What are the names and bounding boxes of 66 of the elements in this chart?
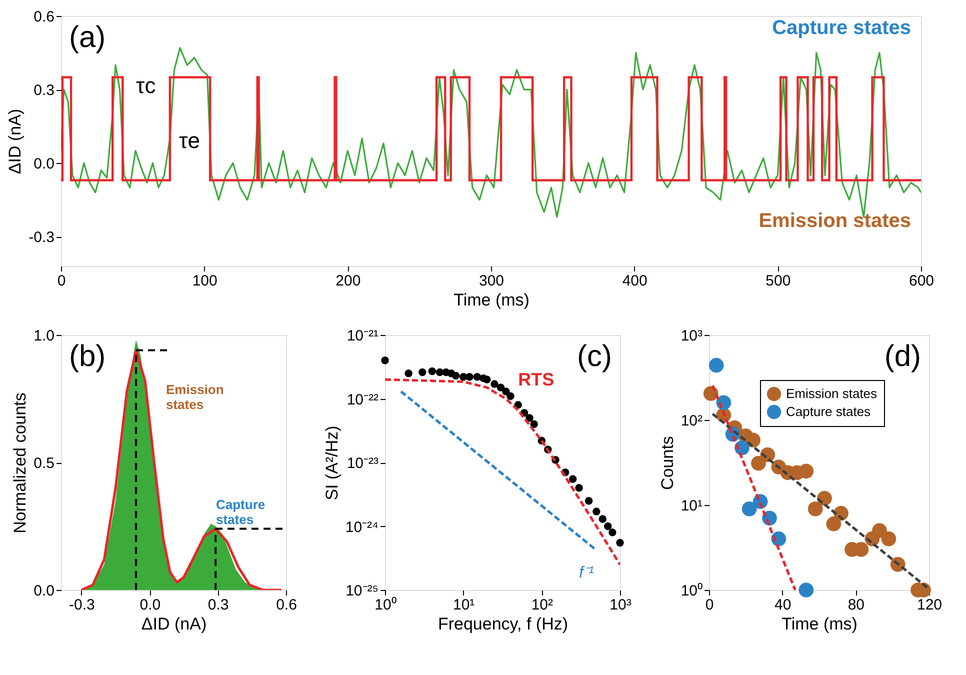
- x-tick-label: 300: [478, 272, 504, 290]
- y-tick-label: 10⁻²⁵: [346, 582, 378, 600]
- legend-label: Emission states: [786, 386, 878, 401]
- x-tick-label: 10¹: [452, 596, 475, 614]
- y-axis-title: SI (A²/Hz): [322, 426, 342, 500]
- y-tick-label: 10⁻²³: [346, 455, 378, 472]
- point: [881, 531, 896, 546]
- y-tick-label: 0.0: [34, 582, 54, 600]
- x-tick-label: 100: [192, 272, 218, 290]
- series-label: RTS: [518, 369, 554, 390]
- y-tick-label: 0.0: [34, 156, 54, 173]
- annotation: Capture states: [216, 497, 266, 527]
- x-tick-label: 0.0: [140, 596, 161, 614]
- x-tick-label: -0.3: [69, 596, 95, 614]
- annotation: (b): [69, 340, 106, 373]
- annotation: τe: [179, 128, 200, 153]
- y-tick-label: 10⁻²²: [346, 391, 378, 408]
- annotation: (c): [577, 340, 612, 373]
- x-tick-label: 10⁰: [374, 596, 396, 614]
- point: [742, 501, 757, 516]
- x-tick-label: 10³: [610, 596, 632, 614]
- annotation: Capture states: [772, 17, 911, 39]
- y-tick-label: 10⁻²¹: [346, 328, 378, 344]
- point: [798, 582, 814, 598]
- annotation: (a): [69, 21, 106, 54]
- x-tick-label: 0.3: [208, 596, 229, 614]
- point: [708, 358, 724, 373]
- y-tick-label: 1.0: [34, 328, 54, 344]
- point: [826, 516, 842, 532]
- x-tick-label: 500: [766, 272, 791, 290]
- x-axis-title: Frequency, f (Hz): [438, 614, 568, 634]
- y-tick-label: 10⁻²⁴: [345, 518, 378, 536]
- x-tick-label: 0: [57, 272, 66, 290]
- x-tick-label: 200: [336, 272, 361, 290]
- y-tick-label: 10¹: [680, 498, 702, 514]
- x-axis-title: Time (ms): [782, 614, 858, 634]
- x-tick-label: 600: [908, 272, 934, 290]
- x-tick-label: 80: [848, 596, 865, 614]
- y-tick-label: 0.3: [34, 82, 54, 100]
- y-axis-title: Normalized counts: [10, 392, 30, 534]
- point: [808, 501, 823, 516]
- y-tick-label: 10⁰: [680, 582, 702, 600]
- y-tick-label: 10³: [680, 328, 702, 344]
- x-axis-title: Time (ms): [454, 290, 530, 310]
- x-axis-title: ΔID (nA): [141, 614, 207, 634]
- annotation: Emission states: [758, 210, 911, 232]
- y-axis-title: Counts: [658, 436, 677, 490]
- y-tick-label: 10²: [680, 412, 702, 430]
- y-axis-title: ΔID (nA): [6, 108, 25, 174]
- point: [751, 456, 766, 471]
- x-tick-label: 0.6: [276, 596, 297, 614]
- x-tick-label: 40: [774, 596, 792, 614]
- annotation: τc: [136, 73, 156, 98]
- legend-label: Capture states: [786, 404, 872, 419]
- y-tick-label: 0.5: [34, 455, 54, 472]
- series-label: f⁻¹: [579, 564, 594, 582]
- annotation: Emission states: [166, 382, 224, 412]
- annotation: (d): [884, 340, 921, 373]
- point: [798, 464, 814, 479]
- x-tick-label: 10²: [531, 596, 554, 614]
- x-tick-label: 0: [705, 596, 714, 614]
- y-tick-label: 0.6: [34, 8, 54, 26]
- y-tick-label: -0.3: [28, 229, 54, 246]
- x-tick-label: 400: [622, 272, 648, 290]
- point: [872, 523, 887, 538]
- x-tick-label: 120: [916, 596, 942, 614]
